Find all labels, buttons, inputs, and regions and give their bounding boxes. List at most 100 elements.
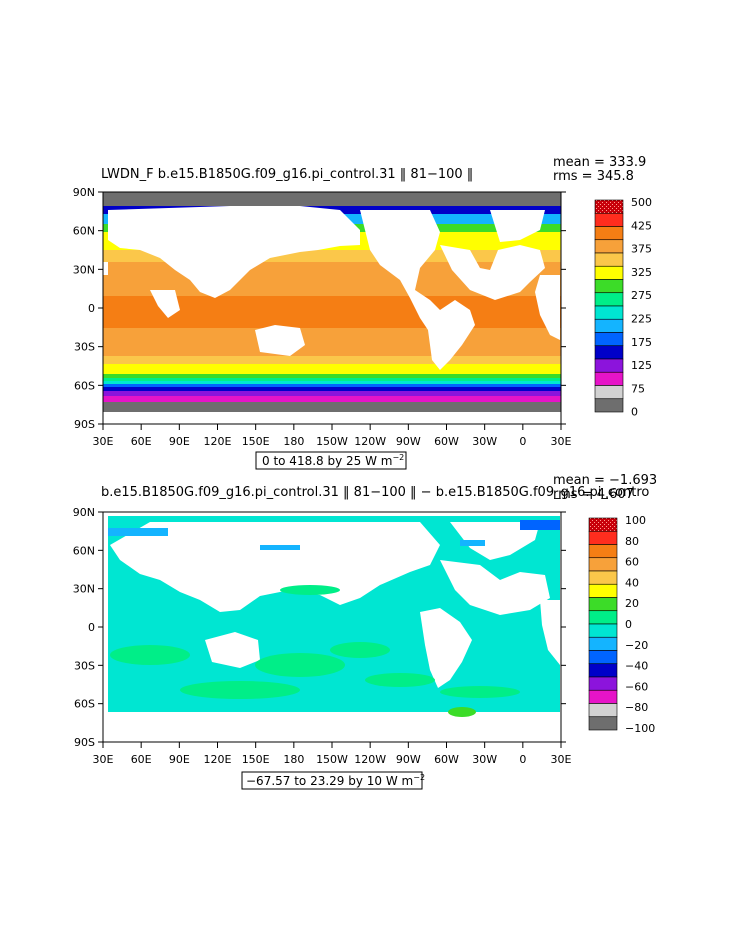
panel-1-contour-info: 0 to 418.8 by 25 W m−2 bbox=[262, 453, 404, 468]
colorbar-label: −80 bbox=[625, 701, 648, 714]
colorbar-swatch bbox=[588, 623, 618, 638]
colorbar-swatch bbox=[594, 226, 624, 241]
panel-2-map bbox=[103, 512, 561, 742]
lat-tick-label: 60N bbox=[73, 225, 95, 238]
colorbar-swatch bbox=[594, 265, 624, 280]
colorbar-swatch bbox=[594, 332, 624, 347]
lon-tick-label: 30W bbox=[472, 753, 497, 766]
panel-1: LWDN_F b.e15.B1850G.f09_g16.pi_control.3… bbox=[73, 155, 652, 470]
colorbar-label: −60 bbox=[625, 680, 648, 693]
lon-tick-label: 30W bbox=[472, 435, 497, 448]
lon-tick-label: 60E bbox=[131, 435, 152, 448]
panel-1-lon-axis: 30E 60E 90E 120E 150E 180 150W 120W 90W 60W 30W 0 30… bbox=[93, 424, 572, 448]
colorbar-label: 60 bbox=[625, 556, 639, 569]
lon-tick-label: 0 bbox=[519, 435, 526, 448]
lon-tick-label: 60W bbox=[434, 435, 459, 448]
lat-tick-label: 30S bbox=[74, 659, 95, 672]
colorbar-label: 0 bbox=[625, 618, 632, 631]
lon-tick-label: 90W bbox=[396, 435, 421, 448]
lat-tick-label: 30S bbox=[74, 341, 95, 354]
lat-tick-label: 30N bbox=[73, 583, 95, 596]
colorbar-swatch bbox=[588, 530, 618, 545]
colorbar-swatch bbox=[594, 358, 624, 373]
lat-tick-label: 0 bbox=[88, 302, 95, 315]
panel-2: b.e15.B1850G.f09_g16.pi_control.31 ‖ 81−… bbox=[73, 473, 657, 790]
lon-tick-label: 30E bbox=[551, 753, 572, 766]
colorbar-swatch bbox=[594, 212, 624, 227]
colorbar-label: 100 bbox=[625, 514, 646, 527]
colorbar-label: 75 bbox=[631, 382, 645, 395]
lon-tick-label: 90W bbox=[396, 753, 421, 766]
lon-tick-label: 120E bbox=[204, 435, 232, 448]
colorbar-swatch bbox=[588, 557, 618, 572]
lon-tick-label: 120E bbox=[204, 753, 232, 766]
panel-1-lat-axis: 90N 60N 30N 0 30S 60S 90S bbox=[73, 186, 566, 431]
panel-1-title: LWDN_F b.e15.B1850G.f09_g16.pi_control.3… bbox=[101, 167, 473, 182]
colorbar-label: −100 bbox=[625, 722, 655, 735]
panel-2-lon-axis: 30E 60E 90E 120E 150E 180 150W 120W 90W 60W 30W 0 30… bbox=[93, 742, 572, 766]
colorbar-swatch bbox=[588, 676, 618, 691]
colorbar-swatch bbox=[594, 292, 624, 307]
lon-tick-label: 150E bbox=[242, 435, 270, 448]
colorbar-label: 375 bbox=[631, 243, 652, 256]
colorbar-swatch bbox=[594, 252, 624, 267]
lat-tick-label: 0 bbox=[88, 621, 95, 634]
colorbar-swatch bbox=[588, 663, 618, 678]
lat-tick-label: 30N bbox=[73, 263, 95, 276]
colorbar-swatch bbox=[588, 689, 618, 704]
lon-tick-label: 30E bbox=[551, 435, 572, 448]
lon-tick-label: 60E bbox=[131, 753, 152, 766]
colorbar-label: 425 bbox=[631, 219, 652, 232]
panel-2-contour-box bbox=[241, 771, 423, 790]
colorbar-swatch bbox=[594, 318, 624, 333]
lon-tick-label: 150W bbox=[316, 753, 348, 766]
panel-1-mean: mean = 333.9 bbox=[553, 155, 646, 170]
colorbar-swatch bbox=[594, 371, 624, 386]
panel-2-colorbar bbox=[588, 517, 618, 731]
panel-2-title: b.e15.B1850G.f09_g16.pi_control.31 ‖ 81−… bbox=[101, 485, 649, 500]
lat-tick-label: 90S bbox=[74, 736, 95, 749]
lon-tick-label: 30E bbox=[93, 435, 114, 448]
colorbar-swatch bbox=[588, 544, 618, 559]
lat-tick-label: 60S bbox=[74, 698, 95, 711]
colorbar-swatch bbox=[594, 199, 624, 214]
lon-tick-label: 90E bbox=[169, 753, 190, 766]
colorbar-label: 500 bbox=[631, 196, 652, 209]
colorbar-label: 225 bbox=[631, 313, 652, 326]
panel-2-colorbar-labels: 100 80 60 40 20 0 −20 −40 −60 −80 −100 bbox=[625, 514, 655, 735]
panel-2-mean: mean = −1.693 bbox=[553, 473, 657, 488]
colorbar-label: 275 bbox=[631, 289, 652, 302]
lat-tick-label: 90S bbox=[74, 418, 95, 431]
colorbar-swatch bbox=[588, 583, 618, 598]
colorbar-swatch bbox=[594, 279, 624, 294]
lon-tick-label: 90E bbox=[169, 435, 190, 448]
panel-1-map bbox=[103, 192, 561, 424]
colorbar-label: 325 bbox=[631, 266, 652, 279]
colorbar-label: 80 bbox=[625, 535, 639, 548]
colorbar-swatch bbox=[594, 398, 624, 413]
colorbar-swatch bbox=[594, 305, 624, 320]
panel-2-lat-axis: 90N 60N 30N 0 30S 60S 90S bbox=[73, 506, 566, 749]
colorbar-label: 0 bbox=[631, 406, 638, 419]
lat-tick-label: 60S bbox=[74, 379, 95, 392]
colorbar-swatch bbox=[588, 570, 618, 585]
lat-tick-label: 90N bbox=[73, 506, 95, 519]
lat-tick-label: 60N bbox=[73, 544, 95, 557]
lon-tick-label: 150E bbox=[242, 753, 270, 766]
lon-tick-label: 120W bbox=[354, 435, 386, 448]
colorbar-label: 20 bbox=[625, 597, 639, 610]
colorbar-swatch bbox=[588, 610, 618, 625]
lon-tick-label: 30E bbox=[93, 753, 114, 766]
panel-1-colorbar-labels: 500 425 375 325 275 225 175 125 75 0 bbox=[631, 196, 652, 419]
colorbar-label: 175 bbox=[631, 336, 652, 349]
lon-tick-label: 150W bbox=[316, 435, 348, 448]
colorbar-label: −40 bbox=[625, 660, 648, 673]
colorbar-swatch bbox=[588, 716, 618, 731]
lon-tick-label: 120W bbox=[354, 753, 386, 766]
colorbar-swatch bbox=[588, 517, 618, 532]
colorbar-swatch bbox=[594, 385, 624, 400]
lon-tick-label: 180 bbox=[283, 435, 304, 448]
colorbar-label: 125 bbox=[631, 359, 652, 372]
panel-1-rms: rms = 345.8 bbox=[553, 169, 634, 184]
